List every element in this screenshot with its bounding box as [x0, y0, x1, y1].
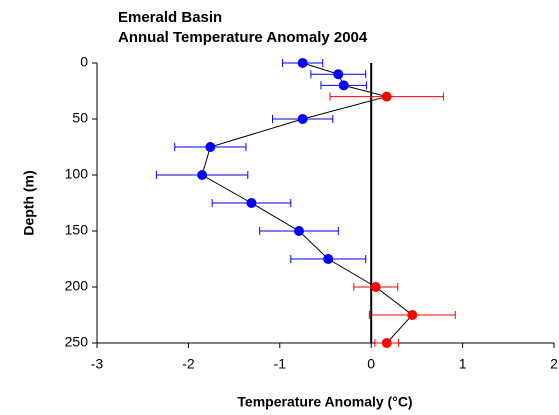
y-tick-label: 150: [65, 222, 89, 238]
data-point: [297, 114, 308, 124]
data-point: [338, 80, 349, 91]
x-axis-label: Temperature Anomaly (°C): [237, 394, 412, 410]
data-point: [333, 69, 344, 80]
data-point: [407, 310, 418, 320]
y-tick-label: 0: [80, 54, 88, 70]
data-point: [246, 198, 257, 208]
x-tick-label: 0: [367, 356, 375, 372]
y-tick-label: 200: [65, 278, 89, 294]
data-point: [370, 282, 381, 292]
y-tick-label: 50: [72, 110, 88, 126]
y-tick-label: 100: [65, 166, 89, 182]
data-point: [381, 338, 392, 348]
y-tick-label: 250: [65, 334, 89, 350]
y-axis-label: Depth (m): [21, 170, 37, 235]
x-tick-label: -2: [182, 356, 195, 372]
data-point: [293, 226, 304, 236]
x-tick-label: -1: [274, 356, 287, 372]
data-point: [205, 142, 216, 152]
x-tick-label: 1: [459, 356, 467, 372]
x-tick-label: -3: [91, 356, 104, 372]
x-tick-label: 2: [550, 356, 558, 372]
chart-title: Emerald Basin: [118, 9, 222, 26]
data-point: [297, 58, 308, 68]
data-point: [381, 91, 392, 102]
data-point: [197, 170, 208, 180]
chart-subtitle: Annual Temperature Anomaly 2004: [118, 29, 368, 46]
data-point: [323, 254, 334, 264]
